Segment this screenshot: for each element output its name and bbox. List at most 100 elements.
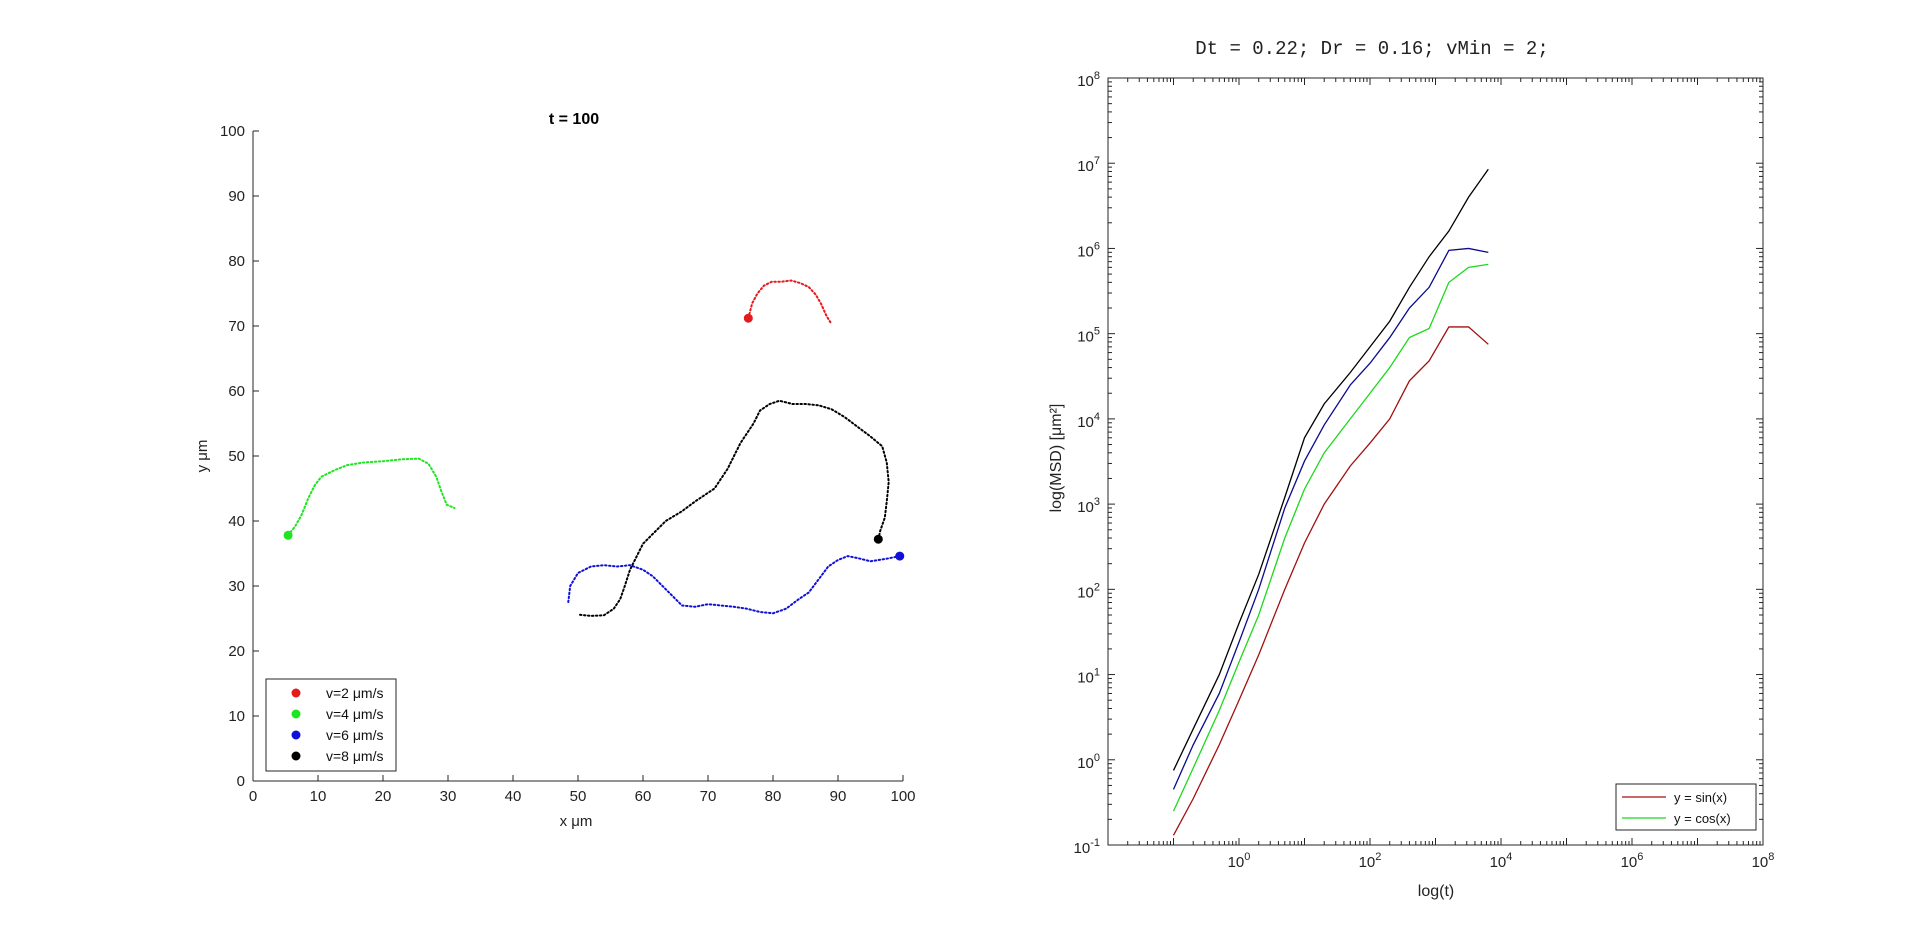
msd-x-tick-exponent: 8 xyxy=(1768,851,1774,863)
msd-y-tick-base: 10 xyxy=(1077,755,1094,772)
trajectory-x-tick-label: 50 xyxy=(570,788,587,805)
msd-lines xyxy=(1172,168,1489,836)
msd-y-tick-base: 10 xyxy=(1077,158,1094,175)
trajectory-trail-3 xyxy=(577,399,890,617)
msd-y-tick-base: 10 xyxy=(1077,670,1094,687)
trajectory-y-axis-label: y μm xyxy=(194,440,211,473)
msd-y-tick-exponent: 0 xyxy=(1094,752,1100,764)
msd-series-line-2 xyxy=(1172,247,1489,790)
trajectory-x-tick-label: 70 xyxy=(700,788,717,805)
msd-y-tick-label: 101 xyxy=(1077,667,1100,687)
trajectory-x-axis-label: x μm xyxy=(560,813,593,830)
msd-y-tick-label: 107 xyxy=(1077,155,1100,175)
msd-x-tick-label: 108 xyxy=(1752,851,1775,871)
trajectory-y-tick-label: 80 xyxy=(228,253,245,270)
trajectory-x-tick-label: 100 xyxy=(890,788,915,805)
msd-axes: 100 102 104 106 10810-1100101102103104105106… xyxy=(1074,70,1775,871)
trajectory-legend-label-3: v=8 μm/s xyxy=(326,748,383,764)
msd-plot: 100 102 104 106 10810-1100101102103104105106… xyxy=(1048,38,1774,900)
trajectory-legend-box xyxy=(265,678,397,772)
trajectory-x-tick-label: 90 xyxy=(830,788,847,805)
msd-y-tick-base: 10 xyxy=(1077,73,1094,90)
trajectory-trails xyxy=(287,279,901,617)
msd-y-tick-exponent: 2 xyxy=(1094,581,1100,593)
msd-x-tick-label: 102 xyxy=(1359,851,1382,871)
trajectory-axes: 0 10 20 30 40 50 60 70 80 90 100 0 10 20 30 40 50 60 70 80 9… xyxy=(220,123,916,805)
trajectory-point-0 xyxy=(743,313,753,323)
trajectory-x-tick-label: 40 xyxy=(505,788,522,805)
trajectory-y-tick-label: 20 xyxy=(228,643,245,660)
trajectory-legend-marker-2 xyxy=(291,730,301,740)
msd-y-tick-exponent: -1 xyxy=(1090,837,1100,849)
msd-y-tick-label: 106 xyxy=(1077,240,1100,260)
msd-y-tick-exponent: 4 xyxy=(1094,411,1100,423)
msd-x-tick-exponent: 6 xyxy=(1637,851,1643,863)
trajectory-x-tick-label: 30 xyxy=(440,788,457,805)
msd-y-tick-exponent: 6 xyxy=(1094,240,1100,252)
msd-y-axis-label: log(MSD) [μm²] xyxy=(1048,404,1065,513)
trajectory-trail-0 xyxy=(747,279,833,326)
trajectory-title: t = 100 xyxy=(549,111,599,128)
msd-legend: y = sin(x) y = cos(x) xyxy=(1615,783,1757,831)
trajectory-x-tick-label: 10 xyxy=(310,788,327,805)
msd-y-tick-exponent: 7 xyxy=(1094,155,1100,167)
msd-y-tick-base: 10 xyxy=(1077,243,1094,260)
msd-y-axis-label-text: log(MSD) [μm²] xyxy=(1048,404,1065,513)
msd-title: Dt = 0.22; Dr = 0.16; vMin = 2; xyxy=(1195,38,1548,60)
msd-series-line-3 xyxy=(1172,168,1489,771)
msd-y-tick-label: 108 xyxy=(1077,70,1100,90)
trajectory-x-tick-label: 80 xyxy=(765,788,782,805)
msd-y-tick-base: 10 xyxy=(1077,499,1094,516)
msd-x-tick-label: 104 xyxy=(1490,851,1513,871)
msd-y-tick-exponent: 1 xyxy=(1094,667,1100,679)
trajectory-y-tick-label: 40 xyxy=(228,513,245,530)
trajectory-legend-label-0: v=2 μm/s xyxy=(326,685,383,701)
trajectory-legend: v=2 μm/s v=4 μm/s v=6 μm/s v=8 μm/s xyxy=(265,678,397,772)
trajectory-current-points xyxy=(283,313,905,561)
msd-y-tick-exponent: 8 xyxy=(1094,70,1100,82)
msd-y-tick-label: 104 xyxy=(1077,411,1100,431)
msd-y-tick-exponent: 5 xyxy=(1094,326,1100,338)
trajectory-y-tick-label: 100 xyxy=(220,123,245,140)
msd-x-tick-base: 10 xyxy=(1752,854,1769,871)
trajectory-point-2 xyxy=(895,551,905,561)
msd-x-tick-base: 10 xyxy=(1490,854,1507,871)
msd-y-tick-base: 10 xyxy=(1077,329,1094,346)
trajectory-legend-marker-1 xyxy=(291,709,301,719)
msd-x-tick-label: 100 xyxy=(1228,851,1251,871)
trajectory-trail-1 xyxy=(287,457,456,537)
msd-legend-label-1: y = cos(x) xyxy=(1674,811,1731,826)
msd-x-axis-label: log(t) xyxy=(1418,883,1454,900)
msd-legend-label-0: y = sin(x) xyxy=(1674,790,1727,805)
msd-series-line-0 xyxy=(1172,326,1489,836)
msd-x-tick-base: 10 xyxy=(1359,854,1376,871)
trajectory-y-tick-label: 70 xyxy=(228,318,245,335)
trajectory-trail-2 xyxy=(567,555,901,615)
trajectory-x-tick-label: 20 xyxy=(375,788,392,805)
trajectory-legend-label-1: v=4 μm/s xyxy=(326,706,383,722)
msd-x-tick-base: 10 xyxy=(1228,854,1245,871)
trajectory-y-tick-label: 0 xyxy=(237,773,245,790)
msd-y-tick-label: 10-1 xyxy=(1074,837,1100,857)
msd-y-tick-base: 10 xyxy=(1077,584,1094,601)
msd-y-tick-base: 10 xyxy=(1077,414,1094,431)
trajectory-y-tick-label: 90 xyxy=(228,188,245,205)
trajectory-legend-label-2: v=6 μm/s xyxy=(326,727,383,743)
msd-x-tick-label: 106 xyxy=(1621,851,1644,871)
msd-series-line-1 xyxy=(1172,263,1489,812)
msd-y-tick-exponent: 3 xyxy=(1094,496,1100,508)
msd-y-tick-label: 105 xyxy=(1077,326,1100,346)
trajectory-legend-marker-3 xyxy=(291,751,301,761)
msd-y-tick-label: 103 xyxy=(1077,496,1100,516)
trajectory-point-1 xyxy=(283,530,293,540)
msd-x-tick-exponent: 4 xyxy=(1506,851,1512,863)
trajectory-y-tick-label: 30 xyxy=(228,578,245,595)
msd-legend-box xyxy=(1615,783,1757,831)
msd-y-tick-base: 10 xyxy=(1074,840,1091,857)
trajectory-y-tick-label: 10 xyxy=(228,708,245,725)
trajectory-legend-marker-0 xyxy=(291,688,301,698)
msd-x-tick-exponent: 0 xyxy=(1244,851,1250,863)
trajectory-y-tick-label: 50 xyxy=(228,448,245,465)
trajectory-x-tick-label: 0 xyxy=(249,788,257,805)
